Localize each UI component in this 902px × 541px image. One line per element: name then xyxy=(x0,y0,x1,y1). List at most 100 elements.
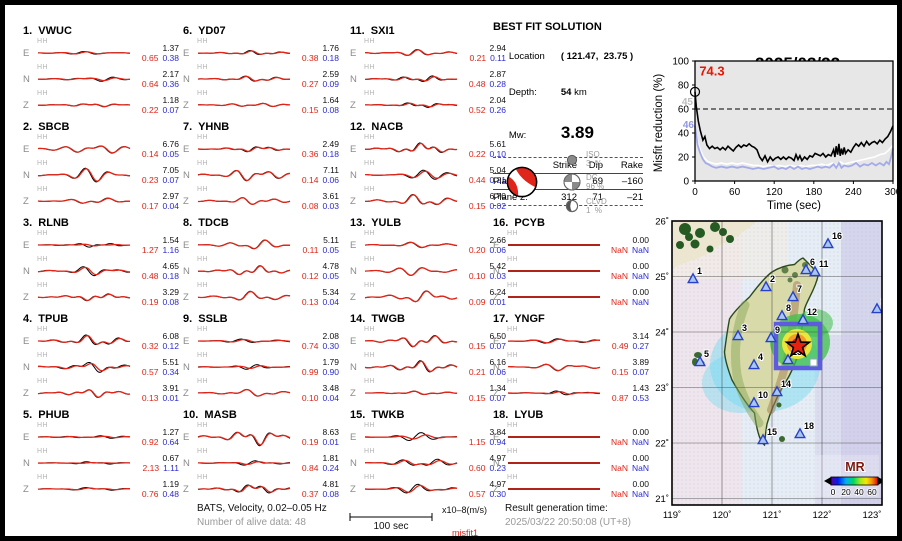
misfit1-value: 0.48 xyxy=(468,79,486,89)
trace-area: HH xyxy=(196,256,292,284)
band-code-label: HH xyxy=(364,38,376,45)
misfit2-value: 0.05 xyxy=(162,149,179,159)
fit-values: 5.11 0.11 0.05 xyxy=(292,235,339,255)
band-code-label: HH xyxy=(197,352,209,359)
fit-values: 6.76 0.14 0.05 xyxy=(132,139,179,159)
amplitude-value: 3.61 xyxy=(322,191,339,201)
channel-label: E xyxy=(350,431,357,443)
waveform-trace xyxy=(197,290,291,301)
waveform-trace xyxy=(37,103,131,108)
misfit-xtick: 0 xyxy=(692,187,698,198)
mr-colorbar: MR 0 20 40 60 xyxy=(815,455,882,498)
band-code-label: HH xyxy=(37,38,49,45)
iso-row: ISO 3 % xyxy=(563,147,607,170)
misfit1-value: 0.23 xyxy=(141,175,159,185)
plane2-rake: –21 xyxy=(627,192,643,203)
map-station-marker-3: 3 xyxy=(732,322,748,341)
misfit2-value: NaN xyxy=(631,245,649,255)
trace-area: HH xyxy=(363,90,459,118)
amplitude-value: 2.66 xyxy=(489,235,506,245)
trace-area: HH xyxy=(196,230,292,258)
misfit2-value: 0.18 xyxy=(162,271,179,281)
map-station-marker-8: 8 xyxy=(776,302,792,321)
channel-label: Z xyxy=(23,483,29,495)
waveform-trace xyxy=(37,435,131,439)
fit-values: 1.19 0.76 0.48 xyxy=(132,479,179,499)
channel-label: Z xyxy=(183,99,189,111)
misfit-values: 0.15 0.07 xyxy=(459,393,506,403)
plane2-row: Plane 2: 312 71 –21 xyxy=(493,190,643,205)
channel-label: E xyxy=(183,47,190,59)
misfit-values: 0.64 0.36 xyxy=(132,79,179,89)
misfit1-legend-label: misfit1 xyxy=(452,528,479,538)
misfit1-value: 2.13 xyxy=(142,463,160,473)
amplitude-value: 1.18 xyxy=(162,95,179,105)
fit-values: 1.27 0.92 0.64 xyxy=(132,427,179,447)
misfit2-value: 0.26 xyxy=(489,105,506,115)
band-code-label: HH xyxy=(507,378,519,385)
waveform-row-n: N HH 2.17 0.64 0.36 xyxy=(23,64,179,92)
trace-area: HH xyxy=(36,230,132,258)
map-station-number: 2 xyxy=(770,274,775,284)
colorbar-tick: 40 xyxy=(854,487,864,497)
misfit1-value: 0.09 xyxy=(468,297,486,307)
waveform-trace xyxy=(507,390,601,396)
map-station-number: 4 xyxy=(758,352,763,362)
dc-pct: 96 % xyxy=(586,182,605,191)
channel-label: Z xyxy=(493,483,499,495)
misfit1-value: NaN xyxy=(610,489,628,499)
map-station-number: 16 xyxy=(832,231,842,241)
best-fit-title: BEST FIT SOLUTION xyxy=(493,21,602,33)
waveform-trace xyxy=(37,389,131,399)
trace-area: HH xyxy=(36,282,132,310)
fit-values: 1.76 0.38 0.18 xyxy=(292,43,339,63)
map-lat-label: 24˚ xyxy=(655,328,669,339)
band-code-label: HH xyxy=(37,90,49,97)
amplitude-value: 7.05 xyxy=(162,165,179,175)
trace-area: HH xyxy=(196,352,292,380)
amplitude-value: 0.00 xyxy=(632,235,649,245)
map-station-number: 15 xyxy=(767,427,777,437)
misfit1-value: 0.76 xyxy=(141,489,159,499)
misfit2-value: 0.07 xyxy=(489,341,506,351)
misfit-values: 0.52 0.26 xyxy=(459,105,506,115)
station-header: 18. LYUB xyxy=(493,409,544,421)
misfit1-value: 0.87 xyxy=(611,393,629,403)
band-code-label: HH xyxy=(364,448,376,455)
misfit1-value: 0.52 xyxy=(468,105,486,115)
misfit-xtick: 60 xyxy=(729,187,741,198)
misfit1-value: 0.38 xyxy=(301,53,319,63)
map-lat-label: 25˚ xyxy=(655,272,669,283)
waveform-row-n: N HH 4.97 0.60 0.23 xyxy=(350,448,506,476)
fit-values: 0.00 NaN NaN xyxy=(602,261,649,281)
misfit-values: 0.22 0.07 xyxy=(132,105,179,115)
station-header: 4. TPUB xyxy=(23,313,69,325)
station-block-pcyb: 16. PCYB E HH 0.00 NaN NaN N HH 0.00 NaN NaN Z HH 0.0… xyxy=(493,217,649,310)
waveform-trace xyxy=(197,169,291,182)
misfit1-value: 0.64 xyxy=(141,79,159,89)
waveform-row-e: E HH 0.00 NaN NaN xyxy=(493,422,649,450)
trace-area: HH xyxy=(363,186,459,214)
fit-values: 1.79 0.99 0.90 xyxy=(292,357,339,377)
waveform-trace xyxy=(197,265,291,276)
station-header: 16. PCYB xyxy=(493,217,545,229)
waveform-row-n: N HH 2.59 0.27 0.09 xyxy=(183,64,339,92)
misfit2-value: 0.18 xyxy=(322,53,339,63)
fit-values: 3.89 0.15 0.07 xyxy=(602,357,649,377)
band-code-label: HH xyxy=(37,64,49,71)
amplitude-value: 2.59 xyxy=(322,69,339,79)
waveform-row-e: E HH 2.94 0.21 0.11 xyxy=(350,38,506,66)
amplitude-value: 2.17 xyxy=(162,69,179,79)
mw-value: 3.89 xyxy=(560,123,594,142)
map-station-marker-12: 12 xyxy=(797,306,818,325)
map-lat-label: 26˚ xyxy=(655,217,669,228)
misfit1-value: 0.15 xyxy=(468,201,486,211)
map-station-marker-18: 18 xyxy=(794,420,815,439)
band-code-label: HH xyxy=(197,422,209,429)
channel-label: N xyxy=(350,457,357,469)
trace-area: HH xyxy=(363,282,459,310)
map-station-number: 1 xyxy=(697,266,702,276)
misfit2-value: 0.01 xyxy=(489,297,506,307)
fit-values: 4.81 0.37 0.08 xyxy=(292,479,339,499)
amplitude-value: 3.89 xyxy=(632,357,649,367)
